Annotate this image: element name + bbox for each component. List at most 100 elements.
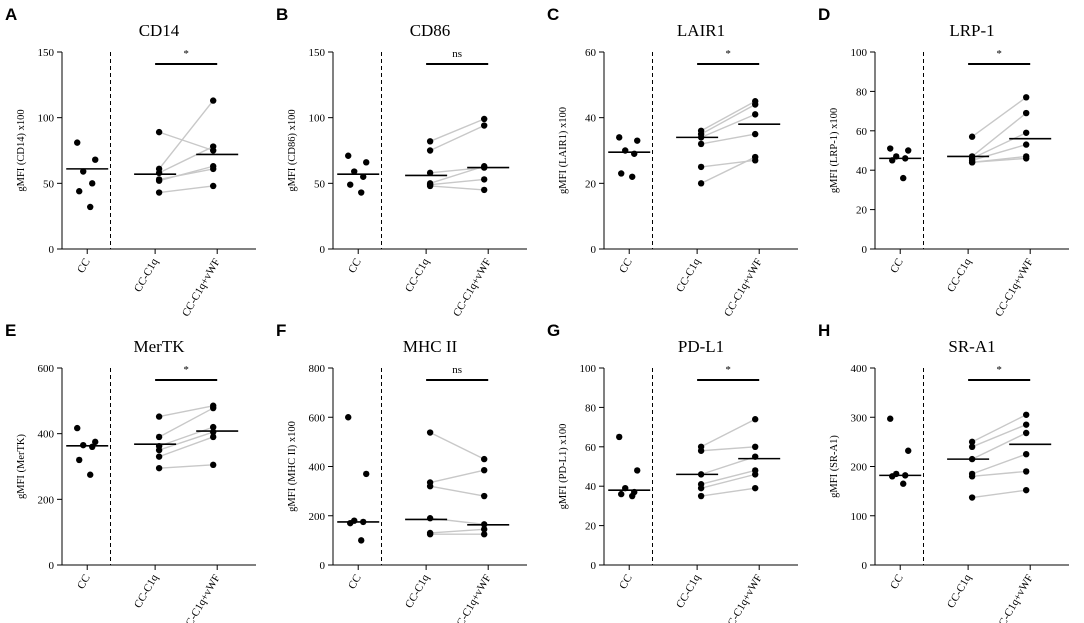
x-tick-label: CC-C1q+vWF <box>722 573 765 623</box>
pair-line <box>158 100 214 170</box>
data-point-vwf <box>752 471 759 478</box>
data-point-vwf <box>752 416 759 423</box>
data-point-c1q <box>697 134 705 141</box>
data-point-c1q <box>426 147 434 154</box>
y-tick-label: 300 <box>851 412 868 424</box>
y-axis-label: gMFI (CD86) x100 <box>287 109 298 191</box>
y-tick-label: 600 <box>309 412 326 424</box>
pair-line <box>700 100 756 132</box>
pair-line <box>700 418 756 448</box>
pair-line <box>971 132 1027 160</box>
pair-line <box>700 469 756 485</box>
data-point-cc <box>74 424 81 432</box>
y-tick-label: 50 <box>314 178 326 190</box>
panel-h: H SR-A1 0 100 200 300 400 gMFI (SR-A1) CC CC-C1q C… <box>818 321 1069 623</box>
data-point-vwf <box>752 153 759 161</box>
panel-letter: G <box>547 321 560 340</box>
data-point-vwf <box>481 115 488 123</box>
x-tick-label: CC-C1q <box>945 572 974 610</box>
data-point-cc <box>80 441 87 449</box>
data-point-cc <box>634 467 641 474</box>
significance-label: * <box>183 48 189 60</box>
data-point-vwf <box>210 423 217 431</box>
x-tick-label: CC <box>75 573 93 592</box>
data-point-cc <box>616 134 623 141</box>
y-tick-label: 0 <box>862 244 868 256</box>
data-point-cc <box>347 519 354 527</box>
data-point-cc <box>74 139 81 146</box>
y-tick-label: 100 <box>580 363 597 375</box>
significance-label: ns <box>452 364 462 376</box>
data-point-vwf <box>481 122 488 129</box>
y-tick-label: 200 <box>309 511 326 523</box>
pair-line <box>429 118 485 142</box>
y-axis-label: gMFI (MerTK) <box>16 433 27 499</box>
data-point-c1q <box>968 159 976 166</box>
x-tick-label: CC-C1q+vWF <box>993 573 1036 623</box>
x-tick-label: CC <box>346 573 364 592</box>
panel-letter: F <box>276 321 286 340</box>
data-point-cc <box>634 137 641 144</box>
data-point-vwf <box>210 143 217 150</box>
y-tick-label: 60 <box>585 442 597 454</box>
pair-line <box>971 96 1027 138</box>
data-point-vwf <box>1022 94 1030 101</box>
pair-line <box>158 131 214 152</box>
y-tick-label: 100 <box>309 113 326 125</box>
x-tick-label: CC <box>75 257 93 276</box>
panel-title: CD86 <box>410 21 451 40</box>
data-point-cc <box>358 189 365 196</box>
data-point-cc <box>629 173 636 180</box>
panel-letter: C <box>547 5 559 24</box>
data-point-vwf <box>481 163 488 170</box>
pair-line <box>429 124 485 152</box>
x-tick-label: CC-C1q+vWF <box>180 573 223 623</box>
pair-line <box>429 165 485 185</box>
data-point-vwf <box>481 521 488 528</box>
data-point-cc <box>631 150 638 157</box>
data-point-vwf <box>210 97 217 104</box>
panel-letter: E <box>5 321 16 340</box>
y-axis-label: gMFI (SR-A1) <box>829 435 840 498</box>
y-axis-label: gMFI (LAIR1) x100 <box>558 107 569 194</box>
x-tick-label: CC <box>888 257 906 276</box>
panel-title: MerTK <box>134 337 186 356</box>
panel-letter: H <box>818 321 830 340</box>
y-axis-label: gMFI (CD14) x100 <box>16 109 27 191</box>
data-point-c1q <box>697 163 705 171</box>
y-tick-label: 60 <box>585 47 597 59</box>
data-point-c1q <box>968 438 976 446</box>
data-point-vwf <box>752 101 759 108</box>
y-tick-label: 600 <box>38 363 55 375</box>
pair-line <box>701 487 756 497</box>
data-point-cc <box>89 443 96 450</box>
data-point-c1q <box>155 446 163 454</box>
data-point-c1q <box>697 140 705 148</box>
data-point-cc <box>905 147 912 154</box>
panel-g: G PD-L1 0 20 40 60 80 100 gMFI (PD-L1) x100 CC CC-… <box>547 321 798 623</box>
data-point-vwf <box>752 111 759 118</box>
data-point-vwf <box>1022 141 1030 148</box>
pair-line <box>429 431 485 460</box>
y-axis-label: gMFI (PD-L1) x100 <box>558 424 569 510</box>
y-tick-label: 150 <box>38 47 55 59</box>
data-point-cc <box>900 174 907 182</box>
x-tick-label: CC-C1q+vWF <box>180 257 223 319</box>
data-point-c1q <box>697 447 705 454</box>
panel-letter: A <box>5 5 17 24</box>
data-point-cc <box>76 456 83 464</box>
data-point-cc <box>360 173 367 180</box>
significance-label: * <box>996 48 1002 60</box>
data-point-vwf <box>481 466 488 474</box>
y-tick-label: 100 <box>38 113 55 125</box>
y-tick-label: 40 <box>585 481 597 493</box>
data-point-vwf <box>481 186 488 194</box>
pair-line <box>158 407 214 438</box>
data-point-cc <box>92 156 99 163</box>
x-tick-label: CC-C1q+vWF <box>722 257 765 319</box>
pair-line <box>430 528 485 534</box>
data-point-cc <box>902 155 909 162</box>
panel-title: PD-L1 <box>678 337 724 356</box>
data-point-cc <box>351 168 358 175</box>
panel-title: MHC II <box>403 337 458 356</box>
